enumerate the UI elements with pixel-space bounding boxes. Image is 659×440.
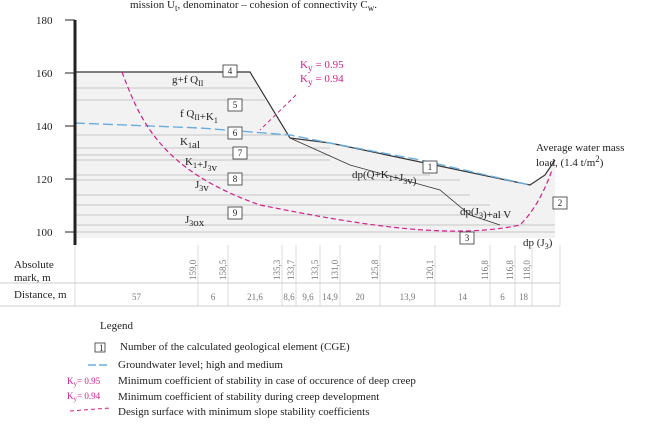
mark: 116,8 bbox=[505, 260, 515, 280]
label-part: +K bbox=[200, 111, 214, 123]
table-grid bbox=[0, 283, 560, 306]
mark: 158,5 bbox=[218, 259, 228, 280]
mark: 116,8 bbox=[480, 260, 490, 280]
distance: 6 bbox=[500, 292, 505, 302]
cge-number: 9 bbox=[233, 208, 238, 218]
distance: 8,6 bbox=[283, 292, 295, 302]
tick-label: 140 bbox=[36, 121, 53, 133]
mark: 135,3 bbox=[272, 259, 282, 280]
row-label: Distance, m bbox=[14, 289, 67, 301]
label-part: 1 bbox=[214, 116, 218, 125]
label-part: v) bbox=[407, 175, 417, 187]
mark: 133,5 bbox=[310, 259, 320, 280]
distance: 13,9 bbox=[400, 292, 416, 302]
label-part: dp (J bbox=[523, 237, 545, 249]
label-part: al bbox=[192, 139, 200, 151]
mark: 131,0 bbox=[330, 259, 340, 280]
label-part: )+al V bbox=[483, 209, 511, 221]
mark: 159,0 bbox=[188, 259, 198, 280]
legend-item: Design surface with minimum slope stabil… bbox=[118, 406, 370, 418]
label-part: ox bbox=[193, 217, 205, 229]
mark: 133,7 bbox=[286, 259, 296, 280]
label-part: ) bbox=[549, 237, 553, 249]
tick-label: 160 bbox=[36, 68, 53, 80]
distance: 14,9 bbox=[322, 292, 338, 302]
legend-line bbox=[70, 408, 110, 411]
label-part: II bbox=[198, 79, 204, 88]
mark: 125,8 bbox=[370, 259, 380, 280]
legend-item: Minimum coefficient of stability in case… bbox=[118, 375, 416, 387]
legend-item: Minimum coefficient of stability during … bbox=[118, 391, 379, 403]
cge-number: 3 bbox=[465, 233, 470, 243]
distance: 21,6 bbox=[247, 292, 263, 302]
legend-item: Number of the calculated geological elem… bbox=[120, 341, 350, 353]
ticks: 180 160 140 120 100 bbox=[36, 15, 75, 239]
load-note: load, (1.4 t/m2) bbox=[536, 154, 604, 169]
legend-k: Ky= 0.95 bbox=[67, 376, 101, 388]
tick-label: 100 bbox=[36, 227, 53, 239]
label-part: dp(Q+K bbox=[352, 169, 389, 181]
load-note: Average water mass bbox=[536, 142, 624, 154]
k-label: Ky= 0.94 bbox=[300, 73, 344, 87]
tick-label: 180 bbox=[36, 15, 53, 27]
layer-label: dp (J3) bbox=[523, 237, 553, 251]
label-part: dp(J bbox=[460, 206, 480, 218]
label-part: K bbox=[185, 156, 193, 168]
label-part: f Q bbox=[180, 108, 194, 120]
cge-number: 2 bbox=[558, 198, 563, 208]
cge-number: 8 bbox=[233, 174, 238, 184]
distance: 9,6 bbox=[302, 292, 314, 302]
mark: 120,1 bbox=[425, 260, 435, 280]
label-part: K bbox=[180, 136, 188, 148]
cge-number: 7 bbox=[238, 148, 243, 158]
legend-item: Groundwater level; high and medium bbox=[118, 359, 283, 371]
distance: 14 bbox=[458, 292, 468, 302]
legend: Number of the calculated geological elem… bbox=[118, 341, 416, 418]
distance: 18 bbox=[519, 292, 529, 302]
row-label: Absolute bbox=[14, 259, 54, 271]
cge-number: 5 bbox=[233, 100, 238, 110]
mark: 118,0 bbox=[522, 260, 532, 280]
cge-number: 4 bbox=[228, 66, 233, 76]
k-label: Ky= 0.95 bbox=[300, 59, 344, 73]
table-cells: 57 6 21,6 8,6 9,6 14,9 20 13,9 14 6 18 159,0 158,5 13… bbox=[75, 245, 560, 306]
caption: mission Ut, denominator – cohesion of co… bbox=[130, 0, 377, 13]
label-part: g+f Q bbox=[172, 74, 198, 86]
legend-title: Legend bbox=[100, 320, 133, 332]
distance: 6 bbox=[211, 292, 216, 302]
label-part: v bbox=[211, 162, 217, 174]
legend-k: Ky= 0.94 bbox=[67, 391, 101, 403]
label-part: v bbox=[203, 182, 209, 194]
cge-number: 1 bbox=[428, 162, 433, 172]
row-label: mark, m bbox=[14, 272, 51, 284]
distance: 20 bbox=[356, 292, 366, 302]
cge-number: 6 bbox=[233, 128, 238, 138]
tick-label: 120 bbox=[36, 174, 53, 186]
legend-box-num: 1 bbox=[99, 343, 104, 353]
figure: mission Ut, denominator – cohesion of co… bbox=[0, 0, 659, 440]
distance: 57 bbox=[132, 292, 142, 302]
